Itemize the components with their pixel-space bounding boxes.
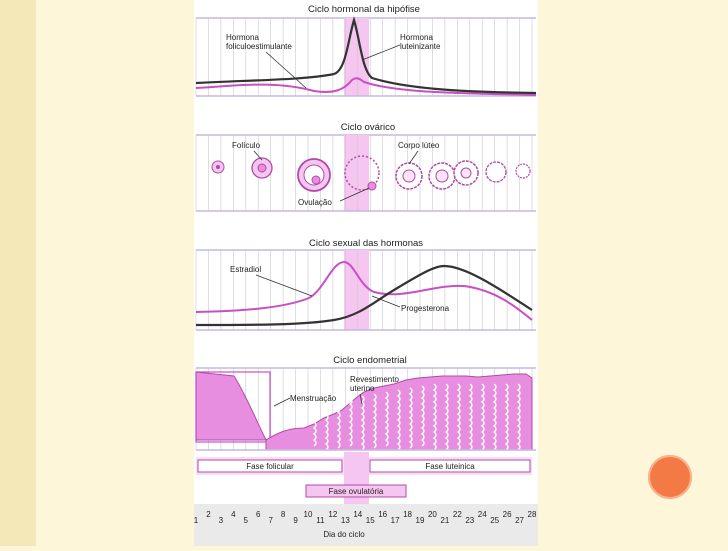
gland-strand	[396, 389, 401, 451]
luteal-phase-bar	[369, 459, 531, 473]
gland-strand	[492, 383, 497, 451]
menstruation-label: Menstruação	[290, 394, 337, 403]
gland-strand	[360, 395, 365, 451]
gland-strand	[504, 383, 509, 451]
uterine-glands	[312, 383, 521, 451]
gland-strand	[324, 401, 329, 451]
menstrual-cycle-diagram: Ciclo hormonal da hipófise Hormona folic…	[194, 0, 538, 546]
decorative-orange-circle	[648, 455, 692, 499]
day-label-27: 27	[515, 516, 524, 525]
progesterone-label: Progesterona	[401, 304, 450, 313]
lining-label-line2: uterino	[350, 384, 375, 393]
progesterone-curve	[195, 264, 533, 327]
day-label-25: 25	[490, 516, 499, 525]
day-label-2: 2	[206, 510, 211, 519]
gland-strand	[372, 393, 377, 449]
day-label-28: 28	[528, 510, 537, 519]
ovulation-label: Ovulação	[298, 198, 332, 207]
day-label-22: 22	[453, 510, 462, 519]
gland-strand	[312, 403, 317, 447]
day-label-4: 4	[231, 510, 236, 519]
corpus-luteum-3	[453, 160, 479, 186]
corpus-luteum-label: Corpo lúteo	[398, 141, 440, 150]
day-label-13: 13	[341, 516, 350, 525]
day-label-17: 17	[391, 516, 400, 525]
corpus-luteum-4	[485, 161, 507, 183]
fsh-curve	[195, 77, 537, 96]
luteal-phase-label: Fase lutei­nica	[425, 462, 475, 471]
endometrial-title: Ciclo endometrial	[333, 355, 406, 366]
gland-strand	[408, 387, 413, 449]
day-label-14: 14	[353, 510, 362, 519]
day-label-9: 9	[293, 516, 298, 525]
day-label-18: 18	[403, 510, 412, 519]
gland-strand	[432, 383, 437, 451]
day-label-20: 20	[428, 510, 437, 519]
ovulation-band-sexual	[344, 250, 369, 330]
gland-strand	[384, 391, 389, 447]
corpus-luteum-5	[515, 163, 531, 179]
gland-strand	[468, 383, 473, 451]
day-label-5: 5	[244, 516, 249, 525]
estradiol-label: Estradiol	[230, 265, 261, 274]
day-label-15: 15	[366, 516, 375, 525]
left-decorative-bar	[0, 0, 36, 546]
gland-strand	[348, 397, 353, 447]
day-axis: 1234567891011121314151617181920212223242…	[194, 504, 538, 546]
lh-label-line2: luteinizante	[400, 42, 441, 51]
day-label-8: 8	[281, 510, 286, 519]
follicle-stage-3	[297, 158, 331, 192]
corpus-luteum-2	[428, 162, 456, 190]
day-tick-labels: 1234567891011121314151617181920212223242…	[194, 510, 537, 525]
gland-strand	[516, 383, 521, 451]
axis-label: Dia do ciclo	[323, 530, 365, 539]
gland-strand	[336, 399, 341, 449]
day-gridlines-ovarian	[195, 135, 533, 211]
lining-label-line1: Revestimento	[350, 375, 399, 384]
fsh-label-line2: foliculoestimulante	[226, 42, 292, 51]
menstruation-tissue	[195, 371, 267, 441]
day-label-3: 3	[219, 516, 224, 525]
day-label-21: 21	[440, 516, 449, 525]
gland-strand	[444, 383, 449, 451]
fsh-label-line1: Hormona	[226, 33, 259, 42]
day-label-26: 26	[503, 510, 512, 519]
day-label-11: 11	[316, 516, 325, 525]
day-label-19: 19	[416, 516, 425, 525]
ovulatory-phase-label: Fase ovulatória	[329, 487, 384, 496]
ovulatory-phase-bar	[305, 484, 407, 498]
sexual-hormones-section: Ciclo sexual das hormonas Estradiol Prog…	[195, 238, 536, 331]
follicle-stage-1	[211, 160, 225, 174]
day-label-12: 12	[328, 510, 337, 519]
gland-strand	[456, 383, 461, 451]
ovarian-title: Ciclo ovárico	[341, 122, 395, 133]
follicular-phase-label: Fase folicular	[246, 462, 294, 471]
gland-strand	[420, 385, 425, 447]
follicle-label: Folículo	[232, 141, 261, 150]
endometrial-section: Ciclo endometrial Revestimento uterino M…	[195, 355, 536, 451]
follicular-phase-bar	[197, 459, 343, 473]
corpus-luteum-1	[395, 162, 423, 190]
lh-label-line1: Hormona	[400, 33, 433, 42]
lh-curve	[195, 16, 537, 95]
follicle-stage-2	[251, 157, 273, 179]
phase-bars: Fase folicular Fase lutei­nica Fase ovul…	[196, 452, 532, 504]
day-label-7: 7	[268, 516, 273, 525]
day-label-23: 23	[465, 516, 474, 525]
day-label-6: 6	[256, 510, 261, 519]
day-label-1: 1	[194, 516, 199, 525]
day-gridlines-hormonal	[195, 18, 533, 96]
day-label-24: 24	[478, 510, 487, 519]
follicle-rupture	[344, 155, 380, 191]
day-label-10: 10	[304, 510, 313, 519]
day-gridlines-sexual	[195, 250, 533, 330]
ovulation-band-ovarian	[344, 135, 369, 211]
day-label-16: 16	[378, 510, 387, 519]
estradiol-curve	[195, 260, 533, 321]
gland-strand	[480, 383, 485, 451]
ovarian-section: Ciclo ovárico Folículo Corpo lúteo Ovula…	[195, 122, 536, 212]
sexual-title: Ciclo sexual das hormonas	[309, 238, 423, 249]
hormonal-title: Ciclo hormonal da hipófise	[308, 4, 420, 15]
hormonal-section: Ciclo hormonal da hipófise Hormona folic…	[195, 4, 537, 97]
